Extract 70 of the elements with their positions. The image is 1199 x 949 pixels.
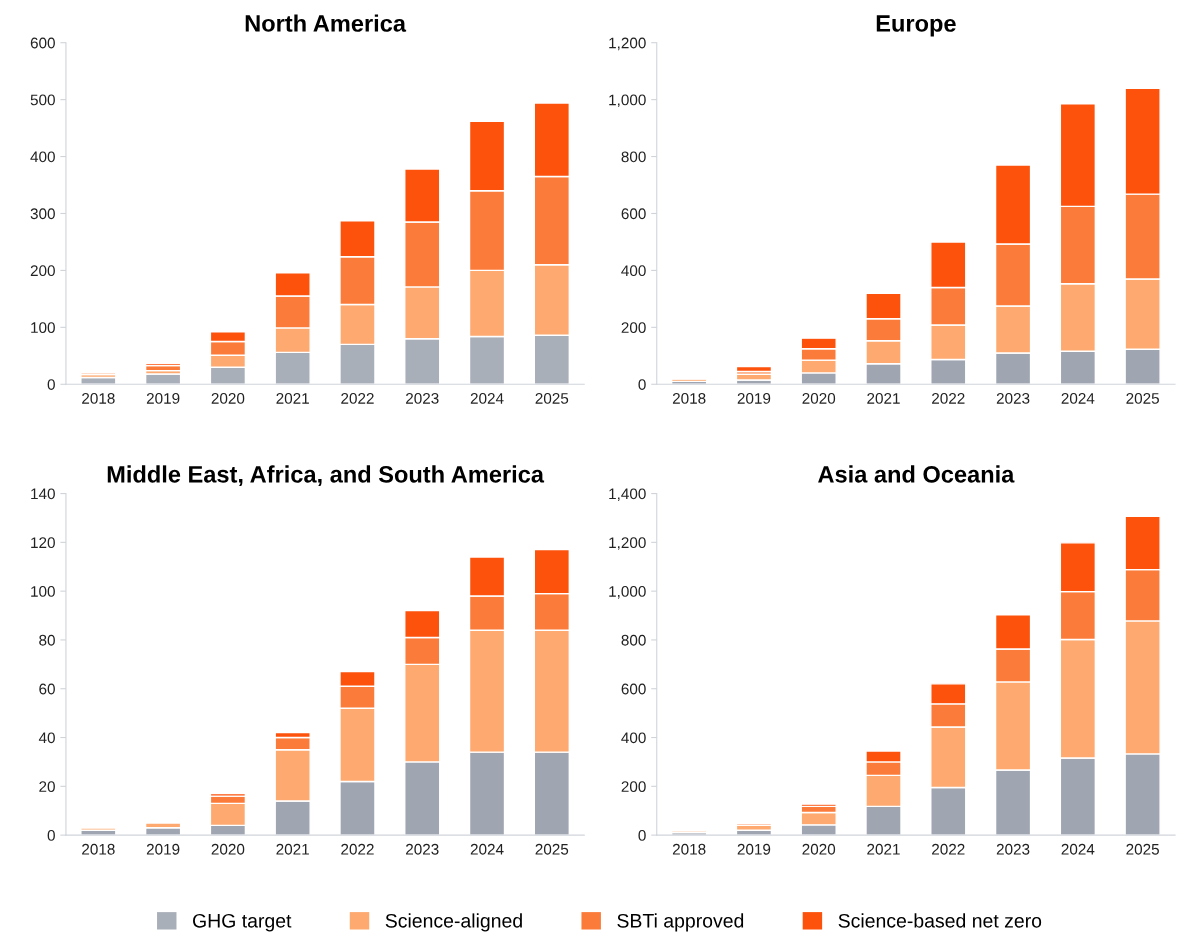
x-tick-label: 2024 [1061,393,1095,404]
x-tick-label: 2022 [932,843,965,855]
x-tick-label: 2018 [82,843,115,855]
x-tick-label: 2024 [470,843,504,855]
x-tick-label: 2025 [1126,393,1159,404]
y-tick-label: 500 [30,94,55,106]
y-tick-label: 300 [30,208,55,220]
x-tick-label: 2019 [146,843,180,855]
x-tick-label: 2021 [867,843,900,855]
chart-title: Europe [876,15,956,37]
y-tick-label: 60 [39,683,55,695]
x-tick-label: 2022 [932,393,965,404]
x-tick-label: 2023 [996,393,1030,404]
x-tick-label: 2023 [406,843,439,855]
y-tick-label: 600 [621,683,646,695]
x-tick-label: 2024 [1061,843,1095,855]
x-tick-label: 2021 [276,393,309,404]
x-tick-label: 2019 [737,843,771,855]
y-tick-label: 140 [31,488,55,500]
x-tick-label: 2023 [406,393,439,404]
y-tick-label: 200 [621,322,646,334]
x-tick-label: 2018 [672,843,706,855]
y-tick-label: 800 [621,151,646,163]
y-tick-label: 0 [47,829,55,841]
y-tick-label: 1,200 [609,537,646,550]
y-tick-label: 0 [638,829,646,841]
y-tick-label: 1,000 [609,94,646,108]
y-tick-label: 1,200 [609,37,646,51]
chart-title: Asia and Oceania [818,465,1015,483]
x-tick-label: 2020 [802,843,836,855]
y-tick-label: 600 [621,208,646,220]
chart-title: Middle East, Africa, and South America [107,465,545,487]
x-tick-label: 2025 [1126,843,1159,855]
y-tick-label: 80 [39,634,55,646]
legend-label: Science-aligned [385,913,522,932]
y-tick-label: 200 [30,265,55,277]
x-tick-label: 2024 [470,393,504,404]
y-tick-label: 20 [39,781,55,793]
x-tick-label: 2022 [341,843,374,855]
x-tick-label: 2021 [867,393,900,404]
y-tick-label: 40 [38,732,55,744]
x-tick-label: 2020 [211,393,245,404]
y-tick-label: 200 [621,781,646,793]
y-tick-label: 400 [621,732,646,744]
x-tick-label: 2020 [211,843,245,855]
y-tick-label: 400 [621,265,646,277]
y-tick-label: 0 [47,379,55,390]
x-tick-label: 2021 [276,843,309,855]
legend-label: GHG target [193,913,292,932]
x-tick-label: 2019 [737,393,771,404]
x-tick-label: 2019 [146,393,180,404]
x-tick-label: 2025 [535,843,569,855]
y-tick-label: 0 [638,379,646,390]
y-tick-label: 100 [31,586,55,597]
y-tick-label: 600 [30,37,55,49]
chart-title: North America [245,14,407,32]
x-tick-label: 2018 [672,393,706,404]
x-tick-label: 2023 [996,843,1030,855]
legend-label: SBTi approved [617,913,744,932]
legend-label: Science-based net zero [838,913,1042,928]
y-tick-label: 1,000 [609,586,646,599]
y-tick-label: 120 [31,537,55,549]
x-tick-label: 2020 [802,393,836,404]
x-tick-label: 2018 [82,393,115,404]
y-tick-label: 1,400 [609,488,646,502]
y-tick-label: 400 [30,151,55,163]
y-tick-label: 100 [31,322,55,334]
x-tick-label: 2025 [535,393,569,404]
y-tick-label: 800 [621,634,646,646]
x-tick-label: 2022 [341,393,374,404]
